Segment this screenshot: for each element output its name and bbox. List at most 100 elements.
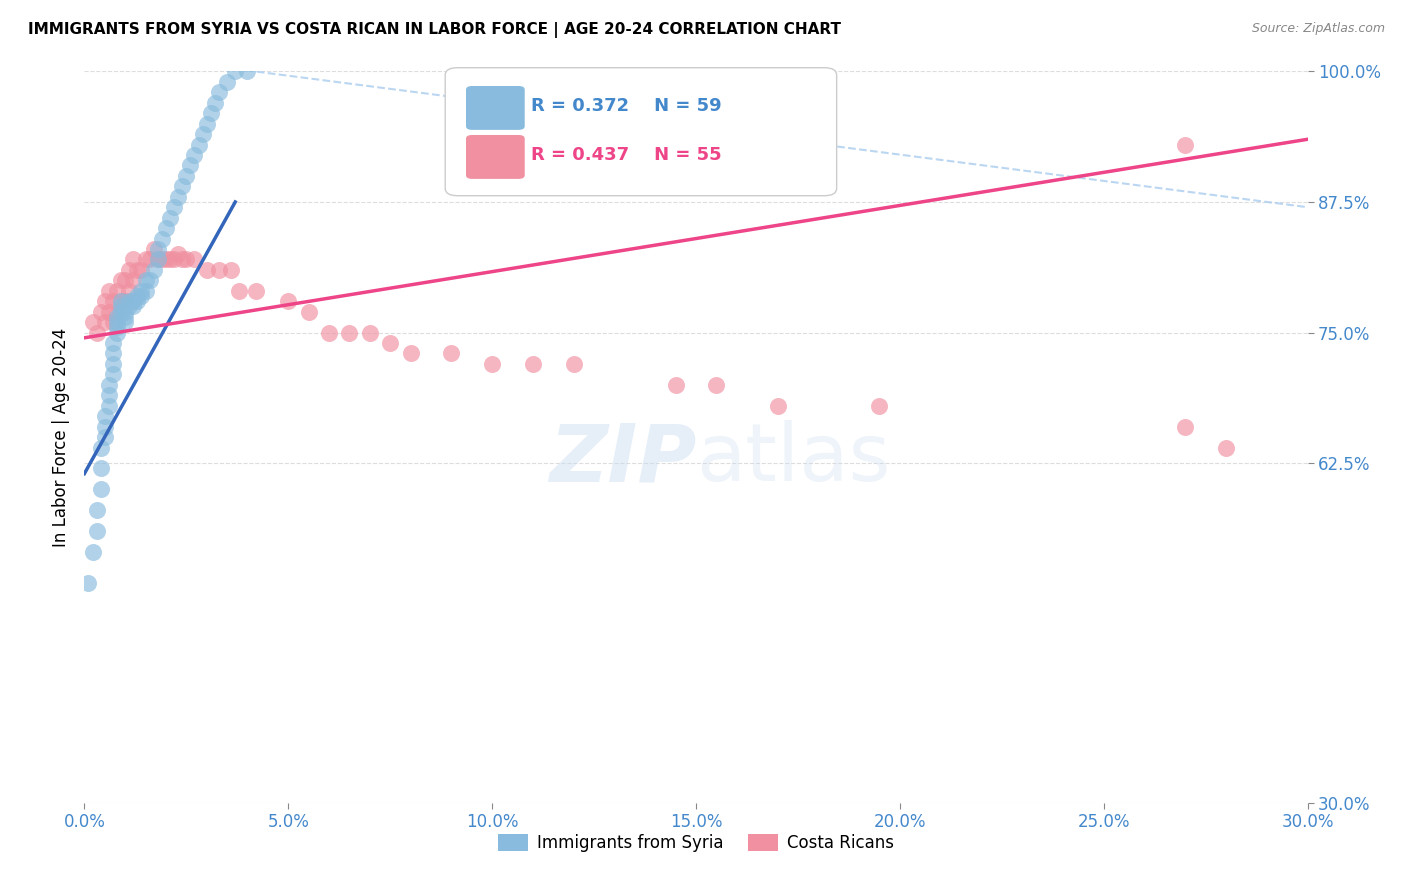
Point — [131, 263, 153, 277]
FancyBboxPatch shape — [465, 86, 524, 130]
Point — [174, 169, 197, 183]
Point — [142, 263, 165, 277]
Point — [90, 483, 112, 497]
Point — [146, 252, 169, 267]
Point — [86, 503, 108, 517]
Point — [318, 326, 340, 340]
Point — [339, 326, 361, 340]
Point — [236, 64, 259, 78]
Point — [118, 294, 141, 309]
Y-axis label: In Labor Force | Age 20-24: In Labor Force | Age 20-24 — [52, 327, 70, 547]
Point — [183, 252, 205, 267]
FancyBboxPatch shape — [446, 68, 837, 195]
Point — [77, 576, 100, 591]
Point — [127, 289, 149, 303]
Point — [97, 284, 120, 298]
Point — [298, 304, 321, 318]
Point — [114, 315, 136, 329]
Point — [105, 284, 128, 298]
Point — [105, 315, 128, 329]
Point — [131, 289, 153, 303]
Text: R = 0.437    N = 55: R = 0.437 N = 55 — [531, 146, 721, 164]
Point — [101, 294, 124, 309]
Point — [138, 252, 160, 267]
Point — [1174, 137, 1197, 152]
Point — [217, 75, 239, 89]
Point — [105, 304, 128, 318]
Point — [101, 336, 124, 351]
Point — [118, 284, 141, 298]
Point — [114, 273, 136, 287]
Point — [522, 357, 544, 371]
Point — [135, 252, 157, 267]
Point — [97, 377, 120, 392]
Point — [163, 252, 186, 267]
Point — [135, 284, 157, 298]
Point — [105, 320, 128, 334]
Legend: Immigrants from Syria, Costa Ricans: Immigrants from Syria, Costa Ricans — [491, 825, 901, 860]
Point — [224, 64, 246, 78]
Point — [118, 300, 141, 314]
Point — [150, 231, 173, 245]
Point — [359, 326, 381, 340]
Point — [122, 273, 145, 287]
Point — [131, 284, 153, 298]
Point — [172, 252, 194, 267]
Point — [90, 304, 112, 318]
Point — [195, 263, 218, 277]
Point — [105, 326, 128, 340]
Point — [82, 545, 104, 559]
Point — [245, 284, 267, 298]
Point — [195, 117, 218, 131]
Point — [208, 85, 231, 99]
Point — [187, 137, 209, 152]
Point — [110, 294, 132, 309]
Point — [200, 106, 222, 120]
Point — [146, 242, 169, 256]
Point — [86, 524, 108, 538]
Point — [97, 399, 120, 413]
Text: atlas: atlas — [696, 420, 890, 498]
Point — [122, 294, 145, 309]
Point — [665, 377, 688, 392]
Point — [481, 357, 503, 371]
Point — [118, 263, 141, 277]
Point — [138, 273, 160, 287]
Point — [150, 252, 173, 267]
Point — [97, 304, 120, 318]
Point — [93, 419, 115, 434]
Point — [172, 179, 194, 194]
Point — [86, 326, 108, 340]
Text: R = 0.372    N = 59: R = 0.372 N = 59 — [531, 97, 721, 115]
Point — [869, 399, 891, 413]
Point — [208, 263, 231, 277]
Point — [97, 388, 120, 402]
Point — [101, 357, 124, 371]
Point — [562, 357, 585, 371]
Point — [105, 310, 128, 324]
Point — [110, 304, 132, 318]
Point — [766, 399, 789, 413]
Point — [127, 294, 149, 309]
Text: IMMIGRANTS FROM SYRIA VS COSTA RICAN IN LABOR FORCE | AGE 20-24 CORRELATION CHAR: IMMIGRANTS FROM SYRIA VS COSTA RICAN IN … — [28, 22, 841, 38]
Point — [135, 273, 157, 287]
Point — [624, 137, 647, 152]
Point — [167, 247, 190, 261]
Point — [93, 430, 115, 444]
Point — [204, 95, 226, 110]
Point — [101, 368, 124, 382]
Point — [93, 315, 115, 329]
Point — [179, 158, 201, 172]
Point — [174, 252, 197, 267]
Point — [399, 346, 422, 360]
Text: ZIP: ZIP — [548, 420, 696, 498]
Point — [114, 294, 136, 309]
Point — [219, 263, 242, 277]
Point — [146, 252, 169, 267]
Point — [101, 346, 124, 360]
Point — [90, 461, 112, 475]
Point — [127, 263, 149, 277]
Point — [163, 200, 186, 214]
Point — [114, 304, 136, 318]
Point — [110, 273, 132, 287]
